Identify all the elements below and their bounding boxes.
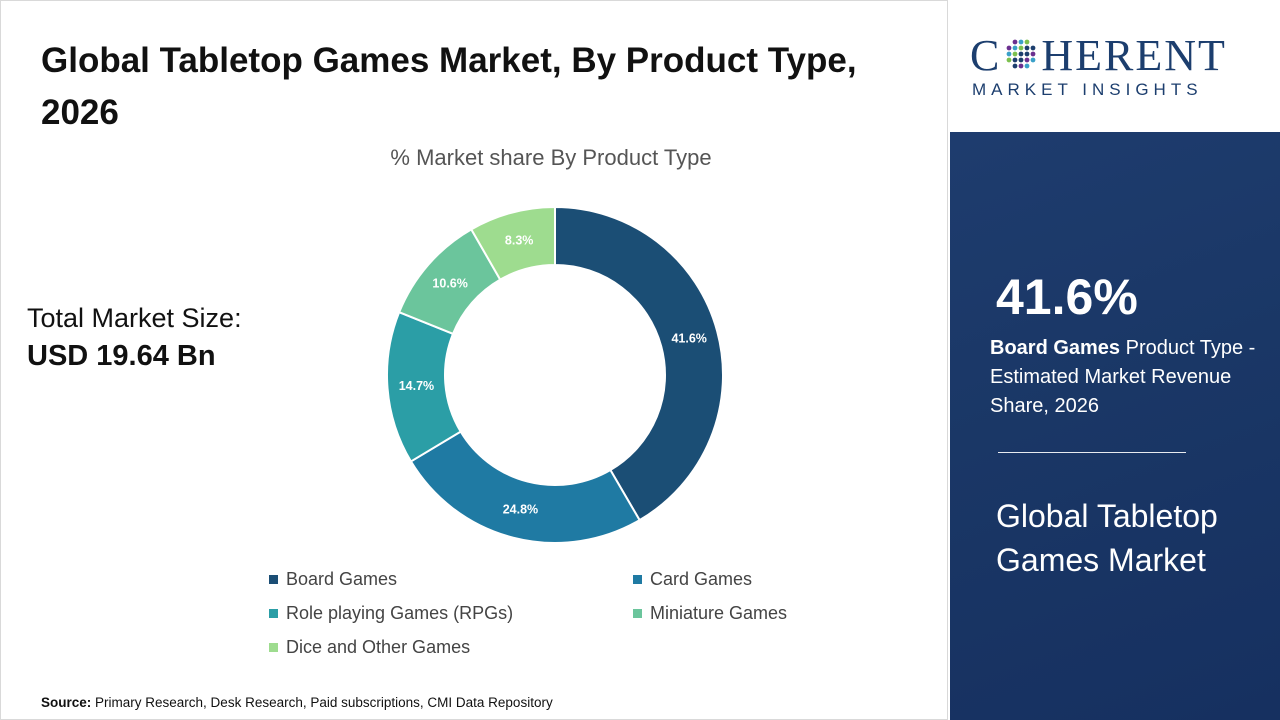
highlight-description: Board Games Product Type - Estimated Mar… xyxy=(990,334,1260,421)
total-market-value: USD 19.64 Bn xyxy=(27,340,216,372)
brand-wordmark: C HERENT xyxy=(970,30,1227,81)
highlight-description-text: Product Type - Estimated Market Revenue … xyxy=(990,337,1256,417)
highlight-percent: 41.6% xyxy=(996,269,1138,325)
legend-item: Card Games xyxy=(633,567,889,591)
info-sidebar: C HERENT MARKET INSIGHTS 41.6% Board Gam… xyxy=(950,0,1280,720)
data-label-1: 41.6% xyxy=(671,332,706,346)
data-label-5: 8.3% xyxy=(505,234,534,248)
chart-area: Global Tabletop Games Market, By Product… xyxy=(0,0,948,720)
legend-swatch xyxy=(633,574,642,584)
legend-item: Role playing Games (RPGs) xyxy=(269,601,633,625)
source-label: Source: xyxy=(41,695,92,710)
legend-label: Miniature Games xyxy=(650,602,788,623)
legend-item: Miniature Games xyxy=(633,601,889,625)
brand-logo: C HERENT MARKET INSIGHTS xyxy=(950,0,1280,132)
source-text: Primary Research, Desk Research, Paid su… xyxy=(95,695,553,710)
highlight-segment: Board Games xyxy=(990,337,1121,359)
source-note: Source: Primary Research, Desk Research,… xyxy=(41,695,553,710)
legend-item: Board Games xyxy=(269,567,633,591)
highlight-panel: 41.6% Board Games Product Type - Estimat… xyxy=(950,132,1280,720)
legend-label: Dice and Other Games xyxy=(286,636,471,657)
market-name: Global Tabletop Games Market xyxy=(996,498,1218,578)
donut-slice-2 xyxy=(409,430,641,544)
data-label-3: 14.7% xyxy=(399,379,434,393)
total-market-label: Total Market Size: xyxy=(27,303,242,333)
legend-swatch xyxy=(269,642,278,652)
brand-name-suffix: HERENT xyxy=(1041,31,1227,80)
brand-tagline: MARKET INSIGHTS xyxy=(972,80,1203,99)
brand-name-prefix: C xyxy=(970,31,1002,80)
legend-swatch xyxy=(633,608,642,618)
chart-legend: Board Games Card Games Role playing Games … xyxy=(269,567,889,659)
data-label-2: 24.8% xyxy=(503,503,538,517)
chart-title: % Market share By Product Type xyxy=(390,145,712,170)
legend-label: Card Games xyxy=(650,568,753,589)
legend-label: Board Games xyxy=(286,568,398,589)
dotted-globe-icon xyxy=(1001,34,1041,74)
donut-chart: 41.6% 24.8% 14.7% 10.6% 8.3% xyxy=(386,205,724,544)
legend-item: Dice and Other Games xyxy=(269,635,633,659)
data-label-4: 10.6% xyxy=(432,277,467,291)
legend-swatch xyxy=(269,574,278,584)
donut-slice-1 xyxy=(554,205,724,522)
legend-swatch xyxy=(269,608,278,618)
divider xyxy=(998,452,1186,453)
legend-label: Role playing Games (RPGs) xyxy=(286,602,514,623)
donut-slice-5 xyxy=(469,205,556,281)
total-market-size: Total Market Size: USD 19.64 Bn xyxy=(27,303,242,373)
page-title: Global Tabletop Games Market, By Product… xyxy=(41,41,857,132)
